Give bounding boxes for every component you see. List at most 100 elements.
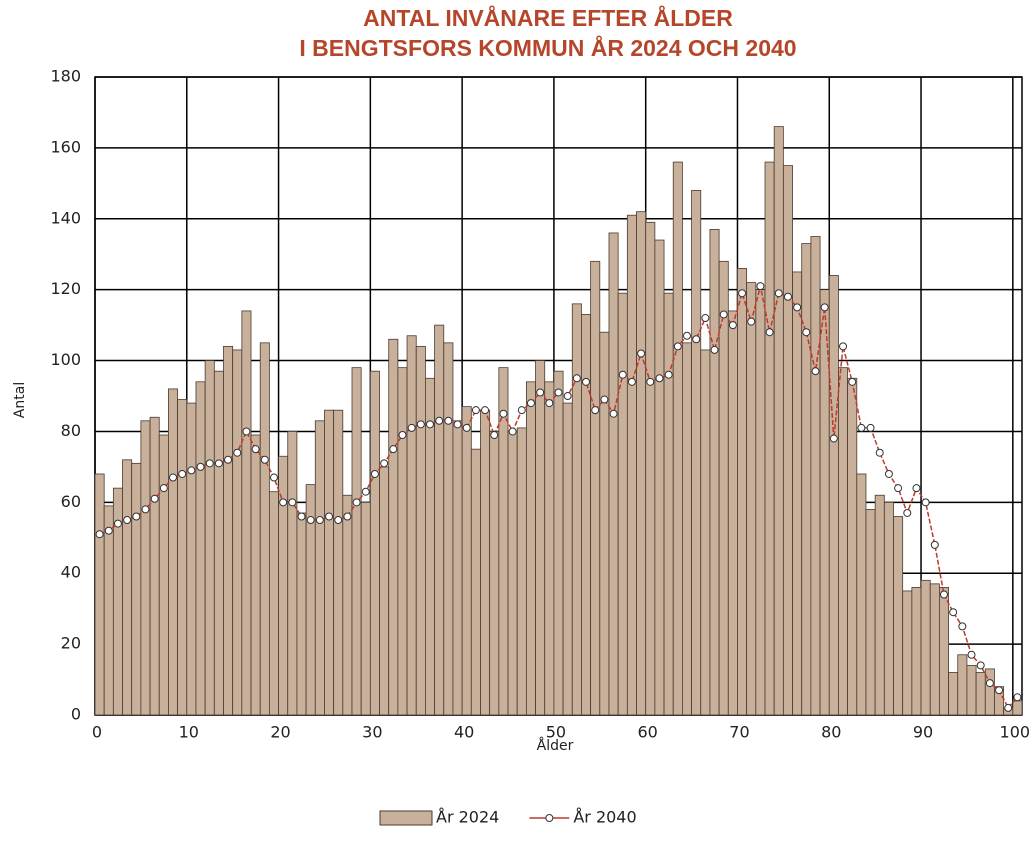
marker [967,650,976,659]
bar [379,466,390,716]
marker [251,445,260,454]
bar [94,473,105,716]
bar [948,672,959,716]
bar [911,587,922,716]
marker [95,530,104,539]
bar [801,243,812,716]
marker [976,661,985,670]
bar [755,289,766,716]
marker [930,540,939,549]
marker [306,516,315,525]
marker [325,512,334,521]
bar [122,459,133,716]
marker [646,377,655,386]
marker [738,289,747,298]
legend-swatch [379,810,433,826]
bar [581,314,592,716]
marker [912,484,921,493]
marker [875,448,884,457]
bar [470,448,481,716]
bar [562,402,573,716]
bar [920,579,931,716]
marker [481,406,490,415]
bar [525,381,536,716]
chart-title: I BENGTSFORS KOMMUN ÅR 2024 OCH 2040 [299,34,796,61]
x-tick-label: 20 [270,723,290,742]
bar [223,345,234,716]
bar [966,664,977,716]
marker [315,516,324,525]
marker [132,512,141,521]
marker [572,374,581,383]
bar [489,431,500,716]
marker [150,494,159,503]
bar [342,494,353,716]
bar [746,282,757,716]
y-tick-label: 100 [50,350,81,369]
marker [214,459,223,468]
marker [508,427,517,436]
marker [921,498,930,507]
bar [590,260,601,716]
bar [617,292,628,716]
marker [233,448,242,457]
marker [903,508,912,517]
bar [727,310,738,716]
marker [279,498,288,507]
marker [380,459,389,468]
marker [857,423,866,432]
marker [747,317,756,326]
bar [682,342,692,716]
y-tick-label: 180 [50,67,81,86]
marker [829,434,838,443]
bar [847,377,858,716]
marker [545,399,554,408]
marker [985,679,994,688]
bar [158,434,169,716]
y-axis-label: Antal [12,382,28,418]
marker [582,377,591,386]
x-axis-label: Ålder [537,737,574,754]
x-tick-label: 40 [454,723,474,742]
marker [370,469,379,478]
marker [196,462,205,471]
bar [773,126,784,716]
marker [352,498,361,507]
bar [700,349,711,716]
bar [608,232,619,716]
marker [389,445,398,454]
bar [663,292,674,716]
marker [811,367,820,376]
bar [480,409,491,716]
marker [416,420,425,429]
marker [591,406,600,415]
marker [609,409,618,418]
bar [425,377,435,716]
marker [774,289,783,298]
x-tick-label: 50 [546,723,566,742]
marker [159,484,168,493]
bar [645,221,656,716]
bar [434,324,445,716]
marker [205,459,214,468]
y-tick-label: 0 [71,705,81,724]
marker [783,292,792,301]
y-tick-label: 80 [61,421,81,440]
marker [710,345,719,354]
bar [415,345,426,716]
bar [1012,700,1023,716]
marker [1013,693,1022,702]
marker [839,342,848,351]
marker [104,526,113,535]
bar [516,427,527,716]
bar [452,420,463,716]
bar [351,367,362,716]
marker [490,430,499,439]
marker [692,335,701,344]
marker [187,466,196,475]
legend-label: År 2024 [436,808,499,827]
bar [709,229,720,716]
marker [123,516,132,525]
bar [360,501,371,716]
